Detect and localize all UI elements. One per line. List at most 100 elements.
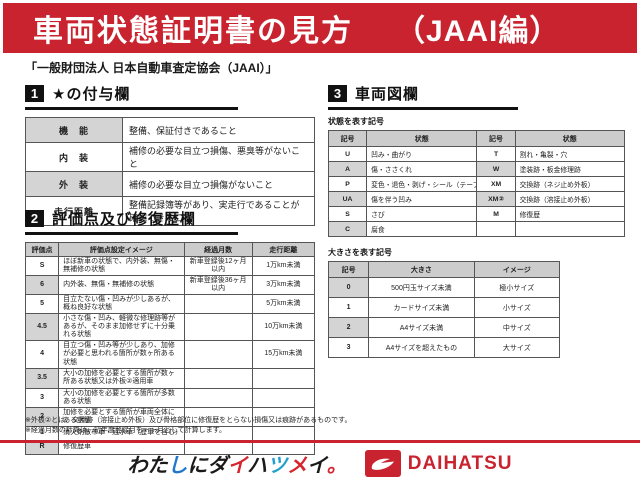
symbol-cell: 1 (327, 297, 370, 318)
state-cell: 塗装跡・板金修理跡 (514, 161, 626, 177)
mileage-cell: 15万km未満 (251, 340, 316, 369)
months-cell: 新車登録後12ヶ月以内 (183, 255, 253, 277)
size-cell: 500円玉サイズ未満 (368, 277, 475, 298)
footnote-line: ※経過月数の計算は、初年度登録月を一ヶ月として計算します。 (25, 427, 226, 435)
table-row: U 凹み・曲がり T 割れ・亀裂・穴 (327, 146, 626, 162)
mileage-cell: 3万km未満 (251, 275, 316, 296)
table-row: 4.5 小さな傷・凹み、軽微な修理跡等があるが、そのまま加修せずに十分乗れる状態… (24, 313, 316, 342)
col-header: イメージ (473, 261, 561, 278)
row-desc: 整備、保証付きであること (122, 117, 315, 143)
state-cell: 凹み・曲がり (366, 146, 478, 162)
table-row: C 腐食 (327, 221, 626, 237)
image-cell: 大サイズ (473, 337, 561, 358)
row-desc: 整備記録簿等があり、実走行であることが確認できること (122, 196, 315, 226)
brand-logo: DAIHATSU (364, 450, 513, 477)
symbol-cell: 0 (327, 277, 370, 298)
table-row: 3.5 大小の加修を必要とする箇所が数ヶ所ある状態又は外板②適用車 (24, 367, 316, 389)
section3-header: 3 車両図欄 (328, 83, 518, 110)
symbol-cell: W (476, 161, 516, 177)
symbol-cell (476, 221, 516, 237)
score-cell: 5 (24, 294, 60, 315)
table-row: S ほぼ新車の状態で、内外装、無傷・無補修の状態 新車登録後12ヶ月以内 1万k… (24, 255, 316, 277)
size-table-caption: 大きさを表す記号 (328, 248, 392, 257)
section-star-grant: 1 ★の付与欄 機 能 整備、保証付きであること 内 装 補修の必要な目立つ損傷… (25, 83, 317, 226)
section1-title: ★の付与欄 (52, 86, 131, 103)
footer-divider-line (0, 440, 640, 443)
mileage-cell: 1万km未満 (251, 255, 316, 277)
table-row: 6 内外装、無傷・無補修の状態 新車登録後36ヶ月以内 3万km未満 (24, 275, 316, 296)
size-symbol-table: 記号 大きさ イメージ 0 500円玉サイズ未満 極小サイズ 1 カードサイズ未… (327, 261, 561, 358)
title-banner: 車両状態証明書の見方 （JAAI編） (3, 3, 637, 53)
table-row: 5 目立たない傷・凹みが少しあるが、概ね良好な状態 5万km未満 (24, 294, 316, 315)
symbol-cell: A (327, 161, 368, 177)
symbol-cell: 3 (327, 337, 370, 358)
symbol-cell: M (476, 206, 516, 222)
size-cell: カードサイズ未満 (368, 297, 475, 318)
table-row: A 傷・ささくれ W 塗装跡・板金修理跡 (327, 161, 626, 177)
desc-cell: ほぼ新車の状態で、内外装、無傷・無補修の状態 (58, 255, 185, 277)
col-header: 経過月数 (183, 242, 253, 257)
table-row: 3 A4サイズを超えたもの 大サイズ (327, 337, 561, 358)
table-row: 2 A4サイズ未満 中サイズ (327, 317, 561, 338)
desc-cell: 大小の加修を必要とする箇所が多数ある状態 (58, 387, 185, 408)
col-header: 評価点設定イメージ (58, 242, 185, 257)
mileage-cell: 5万km未満 (251, 294, 316, 315)
mileage-cell (251, 367, 316, 389)
image-cell: 極小サイズ (473, 277, 561, 298)
footnotes: ※外板②とは、交換跡（溶接止め外板）及び骨格部位に修復歴をとらない損傷又は痕跡が… (25, 416, 351, 436)
col-header: 大きさ (368, 261, 475, 278)
section-vehicle-diagram: 3 車両図欄 状態を表す記号 記号 状態 記号 状態 U 凹み・曲がり T 割れ… (327, 83, 628, 358)
score-cell: 2 (24, 406, 60, 427)
desc-cell: 目立つ傷・凹み等が少しあり、加修が必要と思われる箇所が数ヶ所ある状態 (58, 340, 185, 369)
daihatsu-mark-icon (364, 450, 401, 477)
desc-cell: 大小の加修を必要とする箇所が数ヶ所ある状態又は外板②適用車 (58, 367, 185, 389)
state-cell: 交換跡（溶接止め外板） (514, 191, 626, 207)
table-row: 外 装 補修の必要な目立つ損傷がないこと (25, 171, 315, 197)
section2-title: 評価点及び修復歴欄 (52, 211, 197, 228)
desc-cell: 内外装、無傷・無補修の状態 (58, 275, 185, 296)
desc-cell: 小さな傷・凹み、軽微な修理跡等があるが、そのまま加修せずに十分乗れる状態 (58, 313, 185, 342)
months-cell (183, 367, 253, 389)
row-desc: 補修の必要な目立つ損傷がないこと (122, 171, 315, 197)
state-cell: 修復歴 (514, 206, 626, 222)
state-cell: さび (366, 206, 478, 222)
size-cell: A4サイズ未満 (368, 317, 475, 338)
evaluation-score-table: 評価点 評価点設定イメージ 経過月数 走行距離 S ほぼ新車の状態で、内外装、無… (24, 242, 316, 455)
score-cell: 3 (24, 387, 60, 408)
state-cell: 変色・退色・剥げ・シール（テープ）跡 (366, 176, 478, 192)
row-label: 内 装 (25, 142, 123, 172)
symbol-cell: U (327, 146, 368, 162)
footnote-line: ※外板②とは、交換跡（溶接止め外板）及び骨格部位に修復歴をとらない損傷又は痕跡が… (25, 417, 352, 424)
state-cell: 腐食 (366, 221, 478, 237)
subtitle-organization: 「一般財団法人 日本自動車査定協会（JAAI）」 (25, 61, 278, 75)
brand-name: DAIHATSU (407, 452, 513, 474)
months-cell (183, 313, 253, 342)
score-cell: 6 (24, 275, 60, 296)
symbol-cell: T (476, 146, 516, 162)
table-row: R 修復歴車 (24, 439, 316, 455)
col-header: 記号 (327, 130, 368, 147)
col-header: 状態 (514, 130, 626, 147)
months-cell (183, 387, 253, 408)
symbol-cell: C (327, 221, 368, 237)
table-row: 内 装 補修の必要な目立つ損傷、悪臭等がないこと (25, 142, 315, 172)
symbol-cell: S (327, 206, 368, 222)
section-evaluation-score: 2 評価点及び修復歴欄 評価点 評価点設定イメージ 経過月数 走行距離 S ほぼ… (24, 208, 317, 455)
table-header-row: 記号 大きさ イメージ (327, 261, 561, 278)
condition-table-caption: 状態を表す記号 (328, 117, 384, 126)
footer: わたしにダイハツメイ。 DAIHATSU (0, 449, 640, 478)
table-row: 2 加修を必要とする箇所が車両全体にある状態 (24, 406, 316, 427)
mileage-cell: 10万km未満 (251, 313, 316, 342)
page-title-edition: （JAAI編） (395, 15, 561, 48)
col-header: 走行距離 (251, 242, 316, 257)
symbol-cell: 2 (327, 317, 370, 338)
mileage-cell (251, 406, 316, 427)
table-row: 4 目立つ傷・凹み等が少しあり、加修が必要と思われる箇所が数ヶ所ある状態 15万… (24, 340, 316, 369)
symbol-cell: P (327, 176, 368, 192)
section2-number-badge: 2 (25, 210, 44, 227)
table-row: UA 傷を伴う凹み XM② 交換跡（溶接止め外板） (327, 191, 626, 207)
score-cell: 4.5 (24, 313, 60, 342)
slogan: わたしにダイハツメイ。 (127, 455, 347, 477)
mileage-cell (251, 387, 316, 408)
col-header: 記号 (476, 130, 516, 147)
